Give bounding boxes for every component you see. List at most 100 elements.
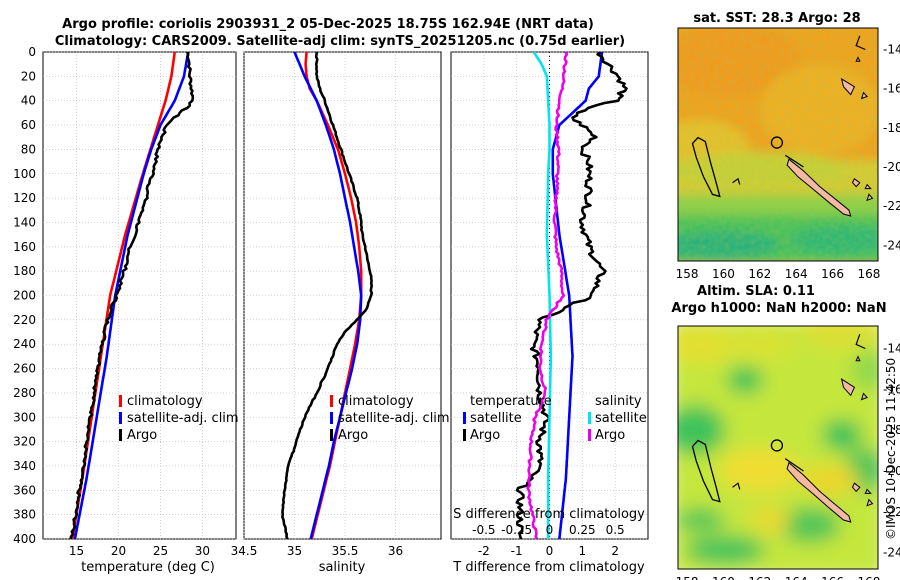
island xyxy=(864,488,872,494)
depth-tick-label: 300 xyxy=(13,410,36,424)
island xyxy=(864,183,872,190)
t-difference-tick-label: 1 xyxy=(579,544,587,558)
depth-tick-label: 400 xyxy=(13,532,36,546)
t-difference-xlabel: T difference from climatology xyxy=(452,560,645,575)
salinity-series xyxy=(281,52,374,539)
legend-swatch-argo xyxy=(119,429,122,441)
salinity-xlabel: salinity xyxy=(319,560,366,575)
legend-swatch-s-argo xyxy=(588,429,591,441)
s-difference-tick-label: 0.5 xyxy=(606,523,625,537)
t-difference-tick-label: 2 xyxy=(611,544,619,558)
figure-title-line2: Climatology: CARS2009. Satellite-adj cli… xyxy=(55,34,625,49)
depth-tick-label: 60 xyxy=(21,118,36,132)
legend-swatch-climatology xyxy=(119,395,122,407)
island xyxy=(840,378,856,397)
sla-map-title-line2: Argo h1000: NaN h2000: NaN xyxy=(671,301,886,316)
depth-tick-label: 240 xyxy=(13,337,36,351)
sst-map-frame xyxy=(677,27,879,262)
temperature-difference-legend: temperature satellite Argo xyxy=(463,394,552,443)
legend-label-t-argo: Argo xyxy=(470,428,500,443)
sla-coastlines xyxy=(691,334,874,523)
depth-tick-labels: 0 20 40 60 80 100 120 140 160 180 200 220 240 260 280 3… xyxy=(13,45,36,546)
temperature-xlabel: temperature (deg C) xyxy=(81,560,215,575)
temperature-panel: 0 20 40 60 80 100 120 140 160 180 200 220 240 260 280 3… xyxy=(13,45,239,575)
temperature-tick-labels: 15 20 25 30 xyxy=(69,544,210,558)
temperature-legend: climatology satellite-adj. clim Argo xyxy=(119,394,239,443)
reef-outline xyxy=(732,177,741,185)
island xyxy=(851,178,861,188)
depth-tick-label: 80 xyxy=(21,142,36,156)
salinity-tick-label: 34.5 xyxy=(231,544,258,558)
legend-swatch-argo xyxy=(330,429,333,441)
depth-tick-label: 220 xyxy=(13,313,36,327)
longitude-tick-label: 164 xyxy=(785,267,808,281)
reef-outline xyxy=(855,35,866,51)
salinity-tick-label: 36 xyxy=(388,544,403,558)
sst-heatmap xyxy=(678,28,878,261)
t-difference-tick-labels: -2 -1 0 1 2 xyxy=(478,544,619,558)
longitude-tick-label: 158 xyxy=(676,575,699,580)
difference-series xyxy=(515,52,628,539)
salinity-tick-label: 35.5 xyxy=(332,544,359,558)
depth-tick-label: 260 xyxy=(13,362,36,376)
t-difference-tick-label: 0 xyxy=(546,544,554,558)
salinity-difference-legend: salinity satellite Argo xyxy=(588,394,647,443)
island xyxy=(851,482,861,493)
line-argo xyxy=(281,52,374,539)
legend-label-s-satellite: satellite xyxy=(595,411,647,426)
reef-outline xyxy=(691,136,721,198)
latitude-tick-label: -14 xyxy=(883,43,900,57)
longitude-tick-label: 168 xyxy=(857,575,880,580)
reef-outline xyxy=(855,334,866,350)
latitude-tick-label: -22 xyxy=(883,199,900,213)
depth-tick-label: 0 xyxy=(28,45,36,59)
salinity-legend: climatology satellite-adj. clim Argo xyxy=(330,394,450,443)
t-difference-tick-label: -1 xyxy=(511,544,523,558)
reef-outline xyxy=(691,439,721,503)
s-difference-tick-label: -0.5 xyxy=(472,523,495,537)
sla-map-frame xyxy=(677,325,879,570)
temperature-series xyxy=(69,52,195,539)
sst-map: sat. SST: 28.3 Argo: 28 158 160 162 164 166 1… xyxy=(676,11,900,281)
salinity-grid xyxy=(243,51,441,540)
sla-map-title-line1: Altim. SLA: 0.11 xyxy=(697,284,815,299)
s-difference-tick-label: 0.25 xyxy=(569,523,596,537)
island xyxy=(866,498,874,507)
longitude-tick-label: 162 xyxy=(748,267,771,281)
temperature-tick-label: 30 xyxy=(195,544,210,558)
longitude-tick-label: 168 xyxy=(857,267,880,281)
legend-label-argo: Argo xyxy=(338,428,368,443)
latitude-tick-label: -18 xyxy=(883,121,900,135)
s-difference-tick-labels: -0.5 -0.25 0 0.25 0.5 xyxy=(472,523,625,537)
island xyxy=(840,77,856,96)
sla-heatmap xyxy=(678,326,878,569)
legend-label-climatology: climatology xyxy=(127,394,203,409)
reef-outline xyxy=(784,154,804,168)
sla-map-tick-labels: 158 160 162 164 166 168 -14 -16 -18 -20 -22 -24 xyxy=(676,341,900,580)
depth-tick-label: 160 xyxy=(13,240,36,254)
temperature-tick-label: 15 xyxy=(69,544,84,558)
s-difference-tick-label: -0.25 xyxy=(501,523,532,537)
depth-tick-label: 200 xyxy=(13,289,36,303)
latitude-tick-label: -16 xyxy=(883,382,900,396)
legend-label-t-satellite: satellite xyxy=(470,411,522,426)
island xyxy=(855,355,861,362)
temperature-grid xyxy=(43,51,236,540)
depth-tick-label: 280 xyxy=(13,386,36,400)
salinity-tick-label: 35 xyxy=(287,544,302,558)
sla-map: Altim. SLA: 0.11 Argo h1000: NaN h2000: … xyxy=(671,284,900,580)
longitude-tick-label: 164 xyxy=(785,575,808,580)
salinity-tick-labels: 34.5 35 35.5 36 xyxy=(231,544,404,558)
latitude-tick-label: -20 xyxy=(883,464,900,478)
longitude-tick-label: 166 xyxy=(821,575,844,580)
latitude-tick-label: -14 xyxy=(883,341,900,355)
legend-label-argo: Argo xyxy=(127,428,157,443)
legend-label-satellite: satellite-adj. clim xyxy=(127,411,239,426)
depth-tick-label: 120 xyxy=(13,191,36,205)
line-temperature-argo xyxy=(515,52,628,539)
longitude-tick-label: 160 xyxy=(712,575,735,580)
latitude-tick-label: -16 xyxy=(883,82,900,96)
depth-tick-label: 140 xyxy=(13,215,36,229)
sst-map-title: sat. SST: 28.3 Argo: 28 xyxy=(693,11,860,26)
sst-map-tick-labels: 158 160 162 164 166 168 -14 -16 -18 -20 -22 -24 xyxy=(676,43,900,281)
